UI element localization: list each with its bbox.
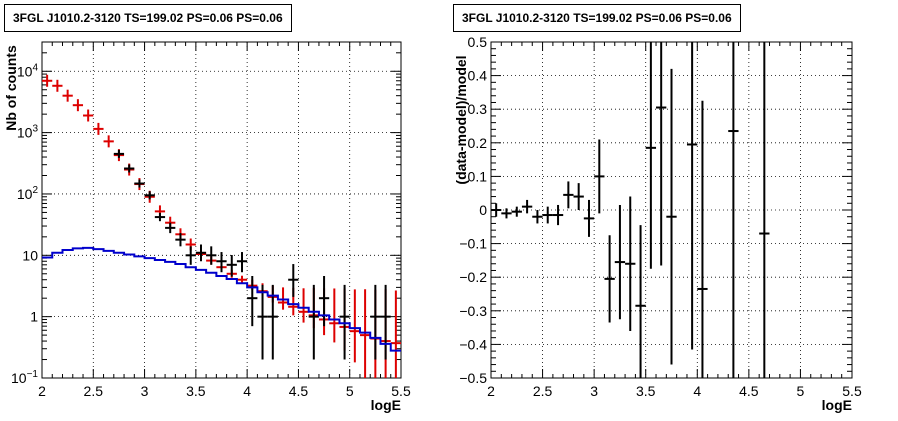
y-tick-label: −0.3: [459, 303, 487, 319]
y-tick-label: 10: [22, 247, 38, 263]
series-0: [42, 74, 401, 378]
x-tick-label: 4: [693, 383, 701, 399]
y-tick-label: −0.2: [459, 269, 487, 285]
data-layer: [491, 42, 770, 378]
y-tick-label: 104: [17, 62, 39, 79]
x-tick-label: 3: [590, 383, 598, 399]
series-0: [491, 42, 770, 378]
data-layer: [42, 74, 401, 378]
plot-frame: [41, 41, 402, 379]
model-step-line: [42, 246, 401, 352]
y-tick-label: 103: [17, 124, 39, 141]
x-tick-label: 5.5: [842, 383, 862, 399]
y-tick-label: 0.5: [468, 34, 488, 50]
y-axis-title: Nb of counts: [3, 45, 19, 131]
x-tick-label: 4.5: [289, 383, 309, 399]
y-tick-label: 0: [479, 202, 487, 218]
x-tick-label: 2: [38, 383, 46, 399]
right-chart-title: 3FGL J1010.2-3120 TS=199.02 PS=0.06 PS=0…: [453, 4, 741, 32]
axis-ticks: [41, 41, 402, 379]
x-tick-label: 4: [243, 383, 251, 399]
y-axis-title: (data-model)/model: [453, 55, 469, 184]
y-tick-label: −0.4: [459, 336, 487, 352]
y-tick-label: 102: [17, 185, 39, 202]
series-2: [42, 246, 401, 352]
x-axis-title: logE: [822, 397, 852, 413]
y-tick-label: 0.4: [468, 68, 488, 84]
y-tick-label: 1: [30, 309, 38, 325]
x-tick-label: 5.5: [391, 383, 411, 399]
y-tick-label: 0.3: [468, 101, 488, 117]
y-tick-label: 10−1: [11, 369, 38, 386]
left-chart-title: 3FGL J1010.2-3120 TS=199.02 PS=0.06 PS=0…: [4, 4, 292, 32]
x-tick-label: 5: [797, 383, 805, 399]
y-tick-label: 0.1: [468, 168, 488, 184]
series-1: [113, 149, 391, 360]
y-tick-label: 0.2: [468, 135, 488, 151]
x-tick-label: 5: [346, 383, 354, 399]
y-tick-label: −0.5: [459, 370, 487, 386]
x-tick-label: 2.5: [533, 383, 553, 399]
gridlines: [42, 42, 401, 378]
x-tick-label: 3.5: [186, 383, 206, 399]
x-axis-title: logE: [371, 397, 401, 413]
x-tick-label: 4.5: [739, 383, 759, 399]
right-residual-panel: 2 2.5 3 3.5 4 4.5 5 5.5 −0.5 −0.4 −0.3 −0.2 −0.1 0 0.1…: [453, 34, 862, 413]
x-tick-label: 3: [141, 383, 149, 399]
x-tick-label: 2: [487, 383, 495, 399]
x-tick-label: 3.5: [636, 383, 656, 399]
x-tick-label: 2.5: [84, 383, 104, 399]
left-counts-panel: 2 2.5 3 3.5 4 4.5 5 5.5 10−1 1 10 102 103 104 logE Nb o…: [3, 41, 411, 413]
y-tick-label: −0.1: [459, 236, 487, 252]
